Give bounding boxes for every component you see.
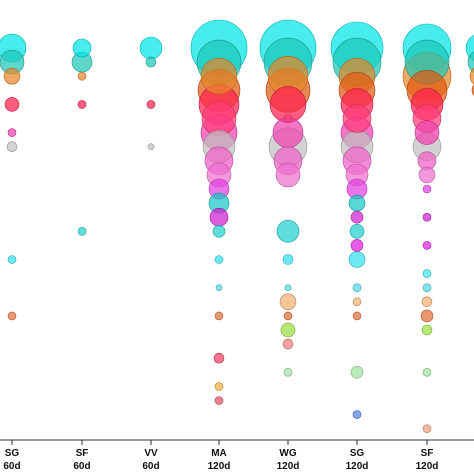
bubble-col0-row2 <box>3 67 21 85</box>
bubble-col4-row23 <box>283 367 293 377</box>
x-tick-label-line2: 120d <box>346 461 369 472</box>
bubble-col2-row4 <box>146 100 156 109</box>
bubble-col4-row20 <box>280 322 296 338</box>
bubble-col6-row23 <box>422 367 432 377</box>
bubble-layer <box>0 19 474 434</box>
bubble-col0-row6 <box>7 128 17 137</box>
x-tick-label-line1: SG <box>5 448 20 459</box>
bubble-col2-row1 <box>145 56 157 68</box>
bubble-col0-row7 <box>6 141 18 152</box>
bubble-col6-row12 <box>422 212 432 222</box>
bubble-col3-row22 <box>213 352 225 364</box>
x-tick-label-line1: SG <box>350 448 365 459</box>
bubble-col7-row1 <box>467 51 474 73</box>
bubble-col4-row17 <box>284 284 292 292</box>
bubble-col6-row9 <box>418 166 436 184</box>
bubble-col4-row5 <box>283 114 293 123</box>
x-tick-label-line1: SF <box>76 448 89 459</box>
bubble-col3-row12 <box>209 207 229 227</box>
bubble-col5-row14 <box>350 239 364 252</box>
bubble-col6-row14 <box>422 241 432 250</box>
bubble-col4-row18 <box>279 293 297 311</box>
bubble-col0-row19 <box>7 311 17 321</box>
bubble-col2-row7 <box>147 143 155 150</box>
bubble-col1-row2 <box>77 71 87 81</box>
bubble-col5-row5 <box>342 104 372 133</box>
bubble-col6-row18 <box>421 296 433 308</box>
bubble-col6-row16 <box>422 269 432 278</box>
x-tick-label-line2: 60d <box>73 461 90 472</box>
x-axis-labels: SG 60d SF 60d VV 60d MA 120d WG 120d SG 120d SF 120d <box>3 448 438 472</box>
x-tick-label-line2: 120d <box>416 461 439 472</box>
bubble-col3-row25 <box>214 396 224 405</box>
bubble-col4-row9 <box>275 162 301 188</box>
x-tick-label-line1: WG <box>279 448 296 459</box>
bubble-col6-row10 <box>422 184 432 194</box>
bubble-col6-row27 <box>422 424 432 434</box>
bubble-col2-row0 <box>139 36 163 60</box>
bubble-col7-row2 <box>469 67 474 85</box>
bubble-col1-row4 <box>77 100 87 109</box>
bubble-col3-row2 <box>200 57 238 95</box>
bubble-col5-row11 <box>348 194 366 212</box>
bubble-col6-row6 <box>414 120 440 145</box>
bubble-col6-row17 <box>422 283 432 293</box>
bubble-col5-row12 <box>350 210 364 224</box>
bubble-col4-row21 <box>282 338 294 350</box>
x-tick-label-line2: 120d <box>208 461 231 472</box>
bubble-col3-row24 <box>214 382 224 391</box>
bubble-col6-row19 <box>420 309 434 323</box>
x-tick-label-line2: 120d <box>277 461 300 472</box>
bubble-col3-row19 <box>214 311 224 321</box>
bubble-col5-row15 <box>348 251 366 268</box>
x-tick-label-line1: SF <box>421 448 434 459</box>
bubble-col3-row5 <box>201 101 237 136</box>
bubble-col4-row15 <box>282 254 294 265</box>
bubble-col4-row19 <box>283 311 293 321</box>
bubble-col3-row17 <box>215 284 223 292</box>
bubble-col3-row15 <box>214 255 224 264</box>
bubble-col5-row19 <box>352 311 362 321</box>
bubble-col0-row15 <box>7 255 17 264</box>
bubble-col1-row13 <box>77 227 87 236</box>
bubble-col0-row4 <box>4 97 20 112</box>
x-tick-label-line2: 60d <box>142 461 159 472</box>
x-tick-label-line1: VV <box>144 448 158 459</box>
bubble-col5-row17 <box>352 283 362 293</box>
x-tick-label-line2: 60d <box>3 461 20 472</box>
bubble-col1-row0 <box>72 38 92 58</box>
x-tick-label-line1: MA <box>211 448 227 459</box>
bubble-col6-row20 <box>421 324 433 336</box>
x-axis-ticks <box>11 440 428 445</box>
bubble-col3-row13 <box>212 225 226 238</box>
bubble-col5-row23 <box>350 365 364 379</box>
bubble-col4-row13 <box>276 220 300 243</box>
bubble-col5-row13 <box>349 224 365 239</box>
bubble-col5-row26 <box>352 410 362 419</box>
bubble-col5-row18 <box>352 297 362 307</box>
